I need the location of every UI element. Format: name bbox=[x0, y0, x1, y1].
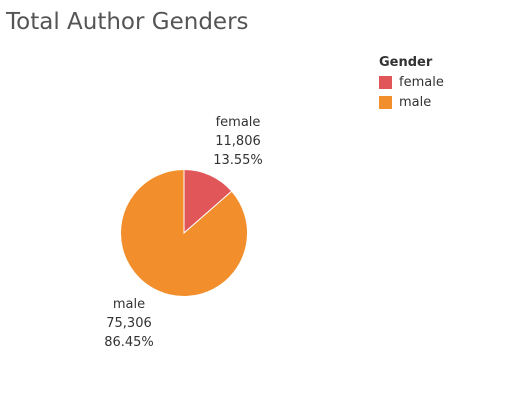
legend-swatch-male bbox=[379, 95, 392, 109]
chart-title: Total Author Genders bbox=[6, 9, 249, 35]
legend-label-male: male bbox=[399, 94, 432, 110]
legend-swatch-female bbox=[379, 75, 392, 89]
pie-slice-male[interactable] bbox=[120, 168, 248, 297]
slice-label-female-name: female bbox=[215, 115, 261, 130]
legend-item-female[interactable]: female bbox=[379, 72, 444, 92]
slice-label-male-value: 75,306 bbox=[106, 316, 152, 331]
slice-label-female: female 11,806 13.55% bbox=[207, 113, 269, 170]
slice-label-female-percent: 13.55% bbox=[213, 153, 263, 168]
pie-slice-female[interactable] bbox=[183, 168, 233, 235]
legend-label-female: female bbox=[399, 74, 444, 90]
slice-label-male-percent: 86.45% bbox=[104, 335, 154, 350]
legend-item-male[interactable]: male bbox=[379, 92, 444, 112]
slice-label-female-value: 11,806 bbox=[215, 134, 261, 149]
legend-title: Gender bbox=[379, 55, 433, 70]
slice-label-male: male 75,306 86.45% bbox=[97, 295, 161, 352]
legend: Gender female male bbox=[379, 53, 444, 112]
slice-label-male-name: male bbox=[112, 297, 146, 312]
